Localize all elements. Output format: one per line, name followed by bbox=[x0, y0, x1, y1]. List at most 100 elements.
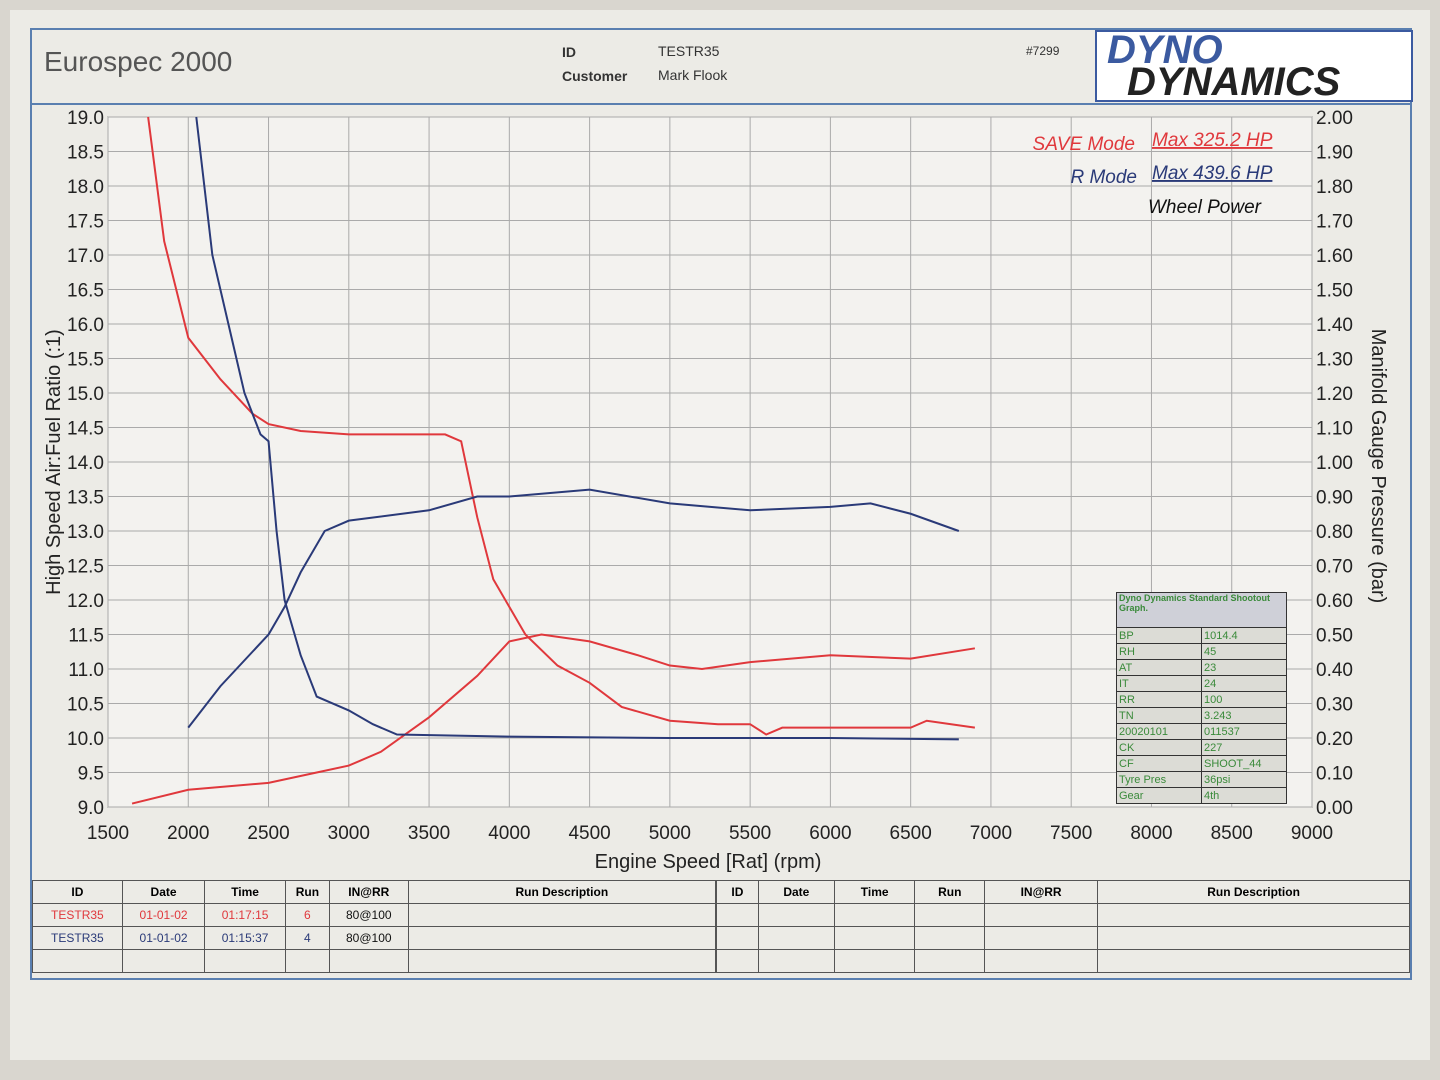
y2-tick-label: 1.80 bbox=[1316, 177, 1353, 198]
y2-tick-label: 1.70 bbox=[1316, 212, 1353, 233]
info-value: 4th bbox=[1201, 787, 1287, 804]
legend-save-mode: SAVE Mode bbox=[1033, 134, 1135, 155]
y-tick-label: 17.5 bbox=[67, 212, 104, 233]
sheet-frame bbox=[30, 28, 1412, 980]
y2-tick-label: 1.10 bbox=[1316, 419, 1353, 440]
info-row: CK 227 bbox=[1116, 739, 1287, 756]
y-axis-label: High Speed Air:Fuel Ratio (:1) bbox=[43, 329, 65, 595]
legend-save-max: Max 325.2 HP bbox=[1152, 130, 1273, 151]
series-lines bbox=[131, 116, 976, 805]
y-tick-label: 10.0 bbox=[67, 729, 104, 750]
y-tick-label: 18.5 bbox=[67, 143, 104, 164]
y-tick-label: 13.0 bbox=[67, 522, 104, 543]
y-tick-label: 13.5 bbox=[67, 488, 104, 509]
info-value: 227 bbox=[1201, 739, 1287, 756]
y2-tick-label: 1.30 bbox=[1316, 350, 1353, 371]
y2-tick-label: 1.90 bbox=[1316, 143, 1353, 164]
run-cell: 01:15:37 bbox=[204, 926, 286, 950]
y2-tick-label: 1.00 bbox=[1316, 453, 1353, 474]
y2-tick-label: 0.70 bbox=[1316, 557, 1353, 578]
y-tick-label: 11.5 bbox=[68, 626, 104, 647]
info-value: 23 bbox=[1201, 659, 1287, 676]
run-cell bbox=[407, 926, 717, 950]
run-row: TESTR35 01-01-02 01:17:15 6 80@100 bbox=[32, 903, 717, 927]
y2-tick-label: 0.80 bbox=[1316, 522, 1353, 543]
info-box: Dyno Dynamics Standard Shootout Graph. B… bbox=[1116, 592, 1287, 804]
info-row: CF SHOOT_44 bbox=[1116, 755, 1287, 772]
dyno-dynamics-logo: DYNO DYNAMICS bbox=[1095, 30, 1413, 102]
header: Eurospec 2000 ID TESTR35 Customer Mark F… bbox=[32, 30, 1410, 105]
runs-header: Run Description bbox=[1097, 880, 1410, 904]
info-key: RH bbox=[1116, 643, 1202, 660]
info-key: BP bbox=[1116, 627, 1202, 644]
series-line-0 bbox=[147, 116, 976, 736]
x-tick-label: 3000 bbox=[328, 823, 370, 844]
y2-axis-label: Manifold Gauge Pressure (bar) bbox=[1367, 329, 1389, 604]
info-key: Gear bbox=[1116, 787, 1202, 804]
legend-wheel-power: Wheel Power bbox=[1148, 197, 1262, 218]
dyno-chart: 1500 2000 2500 3000 3500 4000 4500 5000 5500 6000… bbox=[43, 108, 1389, 873]
runs-header: Date bbox=[121, 880, 206, 904]
y2-tick-label: 1.50 bbox=[1316, 281, 1353, 302]
y2-tick-label: 0.30 bbox=[1316, 695, 1353, 716]
y2-tick-label: 0.10 bbox=[1316, 764, 1353, 785]
runs-header: ID bbox=[716, 880, 759, 904]
logo-line1: DYNO bbox=[1107, 28, 1223, 72]
runs-header: Run Description bbox=[407, 880, 717, 904]
x-tick-label: 7500 bbox=[1050, 823, 1092, 844]
y2-tick-label: 0.40 bbox=[1316, 660, 1353, 681]
customer-label: Customer bbox=[562, 68, 628, 84]
info-row: TN 3.243 bbox=[1116, 707, 1287, 724]
runs-table-left: ID Date Time Run IN@RR Run Description TESTR3… bbox=[32, 880, 717, 973]
y-tick-label: 12.0 bbox=[67, 591, 104, 612]
series-line-2 bbox=[195, 116, 959, 741]
info-value: 3.243 bbox=[1201, 707, 1287, 724]
run-cell: 01-01-02 bbox=[121, 903, 206, 927]
info-value: 100 bbox=[1201, 691, 1287, 708]
grid bbox=[107, 116, 1313, 808]
x-tick-label: 8500 bbox=[1211, 823, 1253, 844]
info-value: 1014.4 bbox=[1201, 627, 1287, 644]
info-key: AT bbox=[1116, 659, 1202, 676]
info-key: IT bbox=[1116, 675, 1202, 692]
x-tick-label: 7000 bbox=[970, 823, 1012, 844]
run-cell: 6 bbox=[284, 903, 330, 927]
run-cell: 01:17:15 bbox=[204, 903, 286, 927]
info-row: Tyre Pres 36psi bbox=[1116, 771, 1287, 788]
y-tick-label: 16.0 bbox=[67, 315, 104, 336]
y-tick-label: 9.0 bbox=[78, 798, 104, 819]
id-label: ID bbox=[562, 44, 576, 60]
runs-header: Date bbox=[757, 880, 835, 904]
x-tick-label: 4000 bbox=[488, 823, 530, 844]
runs-header: Run bbox=[284, 880, 330, 904]
x-tick-label: 8000 bbox=[1130, 823, 1172, 844]
run-cell: TESTR35 bbox=[32, 903, 123, 927]
x-tick-label: 4500 bbox=[568, 823, 610, 844]
info-key: CK bbox=[1116, 739, 1202, 756]
x-tick-label: 5000 bbox=[649, 823, 691, 844]
info-value: SHOOT_44 bbox=[1201, 755, 1287, 772]
customer-value: Mark Flook bbox=[658, 67, 728, 83]
y2-tick-label: 0.50 bbox=[1316, 626, 1353, 647]
id-value: TESTR35 bbox=[658, 43, 720, 59]
y-tick-label: 16.5 bbox=[67, 281, 104, 302]
info-row: Gear 4th bbox=[1116, 787, 1287, 804]
y-tick-label: 17.0 bbox=[67, 246, 104, 267]
y-tick-label: 14.0 bbox=[67, 453, 104, 474]
info-key: CF bbox=[1116, 755, 1202, 772]
y-tick-label: 15.5 bbox=[67, 350, 104, 371]
run-cell bbox=[204, 949, 286, 973]
sheet-title: Eurospec 2000 bbox=[44, 46, 233, 77]
info-row: RH 45 bbox=[1116, 643, 1287, 660]
x-tick-label: 6000 bbox=[809, 823, 851, 844]
legend-r-max: Max 439.6 HP bbox=[1152, 163, 1273, 184]
y2-tick-label: 1.60 bbox=[1316, 246, 1353, 267]
run-cell: TESTR35 bbox=[32, 926, 123, 950]
y2-tick-label: 1.20 bbox=[1316, 384, 1353, 405]
x-axis-label: Engine Speed [Rat] (rpm) bbox=[595, 851, 822, 873]
y2-tick-label: 2.00 bbox=[1316, 108, 1353, 129]
y-tick-label: 11.0 bbox=[68, 660, 104, 681]
x-tick-label: 6500 bbox=[890, 823, 932, 844]
runs-table-right: ID Date Time Run IN@RR Run Description bbox=[716, 880, 1410, 973]
x-tick-label: 5500 bbox=[729, 823, 771, 844]
